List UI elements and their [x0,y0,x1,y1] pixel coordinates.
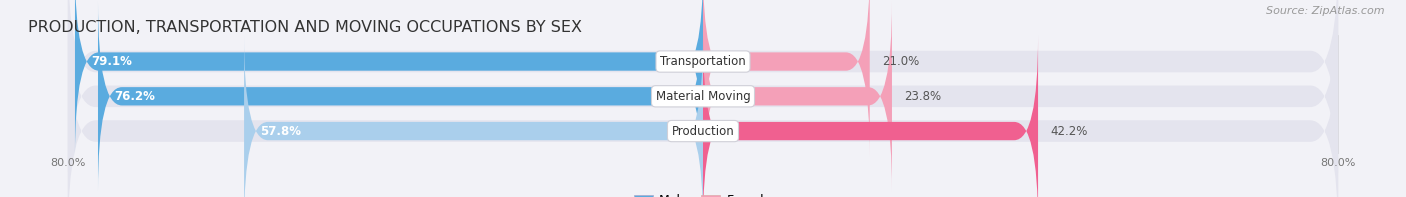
Legend: Male, Female: Male, Female [630,190,776,197]
Text: 23.8%: 23.8% [904,90,941,103]
FancyBboxPatch shape [67,0,1339,172]
Text: 79.1%: 79.1% [91,55,132,68]
FancyBboxPatch shape [703,1,891,191]
FancyBboxPatch shape [245,36,703,197]
Text: PRODUCTION, TRANSPORTATION AND MOVING OCCUPATIONS BY SEX: PRODUCTION, TRANSPORTATION AND MOVING OC… [28,20,582,35]
FancyBboxPatch shape [98,1,703,191]
FancyBboxPatch shape [703,36,1038,197]
Text: 57.8%: 57.8% [260,125,301,138]
Text: Transportation: Transportation [661,55,745,68]
Text: Source: ZipAtlas.com: Source: ZipAtlas.com [1267,6,1385,16]
FancyBboxPatch shape [67,20,1339,197]
FancyBboxPatch shape [75,0,703,157]
FancyBboxPatch shape [67,0,1339,197]
Text: 76.2%: 76.2% [114,90,155,103]
Text: Production: Production [672,125,734,138]
Text: 21.0%: 21.0% [882,55,920,68]
Text: 42.2%: 42.2% [1050,125,1087,138]
FancyBboxPatch shape [703,0,870,157]
Text: Material Moving: Material Moving [655,90,751,103]
